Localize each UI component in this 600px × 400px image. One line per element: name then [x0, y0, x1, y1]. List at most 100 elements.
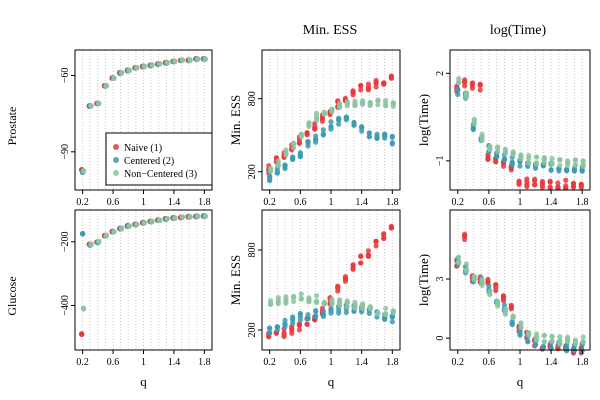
data-point-naive [462, 83, 468, 89]
data-point-naive [469, 80, 475, 86]
data-point-noncentered [549, 161, 555, 167]
data-point-noncentered [518, 322, 524, 328]
data-point-noncentered [580, 158, 586, 164]
data-point-naive [319, 118, 326, 124]
data-point-centered [455, 86, 461, 92]
data-point-centered [525, 339, 531, 345]
data-point-noncentered [306, 120, 312, 126]
data-point-noncentered [565, 334, 571, 340]
y-tick-label: 200 [247, 164, 258, 179]
data-point-naive [547, 178, 553, 184]
data-point-noncentered [290, 140, 297, 146]
data-point-noncentered [495, 144, 501, 150]
data-point-naive [462, 234, 468, 240]
legend-label-naive: Naive (1) [124, 143, 162, 154]
data-point-noncentered [298, 291, 304, 297]
data-point-noncentered [533, 331, 540, 337]
x-tick-label: 1.4 [168, 357, 181, 368]
data-point-noncentered [290, 298, 297, 304]
data-point-noncentered [526, 330, 532, 336]
data-point-noncentered [375, 97, 381, 104]
y-tick-label: −200 [60, 231, 71, 252]
data-point-centered [290, 156, 296, 162]
data-point-naive [350, 265, 356, 271]
data-point-naive [304, 130, 310, 136]
x-tick-label: 1 [329, 357, 334, 368]
data-point-centered [305, 316, 311, 322]
data-point-centered [336, 117, 342, 123]
data-point-noncentered [134, 222, 140, 228]
data-point-centered [343, 115, 349, 122]
data-point-noncentered [118, 226, 125, 232]
data-point-centered [389, 319, 395, 325]
data-point-noncentered [275, 162, 281, 169]
data-point-noncentered [375, 102, 381, 108]
data-point-noncentered [549, 155, 555, 162]
data-point-noncentered [367, 305, 373, 312]
legend: Naive (1) Centered (2) Non−Centered (3) [105, 132, 213, 186]
data-point-naive [524, 182, 530, 188]
data-point-centered [517, 330, 523, 337]
x-tick-label: 1.4 [355, 357, 368, 368]
x-tick-label: 1.8 [198, 197, 211, 208]
legend-marker-centered [113, 157, 119, 163]
data-point-centered [313, 139, 319, 145]
data-point-noncentered [111, 75, 117, 81]
data-point-naive [539, 178, 546, 185]
legend-marker-naive [113, 144, 119, 150]
data-point-centered [305, 311, 311, 318]
data-point-noncentered [463, 94, 470, 100]
data-point-naive [381, 81, 387, 87]
data-point-noncentered [352, 102, 358, 109]
data-point-noncentered [126, 223, 132, 229]
data-point-centered [328, 308, 334, 314]
panel-prostate-miness: 0.2 0.6 1 1.4 1.8 200 800 Min. ESS [228, 49, 401, 208]
data-point-naive [281, 329, 287, 336]
data-point-noncentered [164, 215, 170, 222]
data-point-centered [389, 314, 395, 320]
data-point-centered [313, 314, 319, 320]
data-point-noncentered [487, 291, 493, 297]
column-title-log-time: log(Time) [490, 23, 547, 38]
data-point-naive [358, 82, 364, 89]
data-point-noncentered [495, 303, 501, 309]
data-point-noncentered [126, 67, 132, 73]
panel-glucose-miness: 0.2 0.6 1 1.4 1.8 200 800 Min. ESS q [228, 209, 401, 389]
data-point-naive [485, 278, 491, 284]
data-point-noncentered [541, 154, 547, 161]
y-tick-label: −90 [60, 144, 71, 160]
data-point-centered [290, 314, 296, 320]
data-point-naive [312, 126, 318, 132]
data-point-naive [296, 140, 303, 146]
data-point-naive [381, 232, 387, 238]
x-tick-label: 0.2 [452, 357, 465, 368]
x-tick-label: 1 [329, 197, 334, 208]
y-axis-title: Min. ESS [228, 255, 243, 306]
data-point-noncentered [336, 103, 343, 109]
x-tick-label: 1.8 [386, 197, 399, 208]
data-point-noncentered [456, 79, 462, 85]
data-point-naive [500, 298, 507, 304]
data-point-noncentered [275, 294, 281, 301]
data-point-noncentered [275, 158, 281, 164]
data-point-naive [555, 180, 561, 186]
data-point-noncentered [283, 299, 289, 305]
y-tick-label: 0 [435, 336, 446, 341]
data-point-noncentered [267, 165, 274, 172]
data-point-noncentered [382, 97, 389, 103]
data-point-noncentered [313, 293, 320, 299]
data-point-noncentered [479, 280, 485, 286]
x-tick-label: 1.8 [198, 357, 211, 368]
data-point-noncentered [549, 338, 555, 344]
data-point-noncentered [541, 339, 547, 345]
data-point-centered [382, 132, 388, 138]
data-point-naive [373, 84, 379, 90]
y-tick-label: 2 [435, 71, 446, 76]
data-point-naive [578, 181, 584, 187]
data-point-noncentered [187, 57, 193, 63]
data-point-noncentered [557, 339, 563, 345]
data-point-noncentered [565, 158, 571, 164]
data-point-centered [297, 314, 303, 320]
data-point-noncentered [96, 100, 102, 107]
data-point-noncentered [456, 254, 462, 260]
